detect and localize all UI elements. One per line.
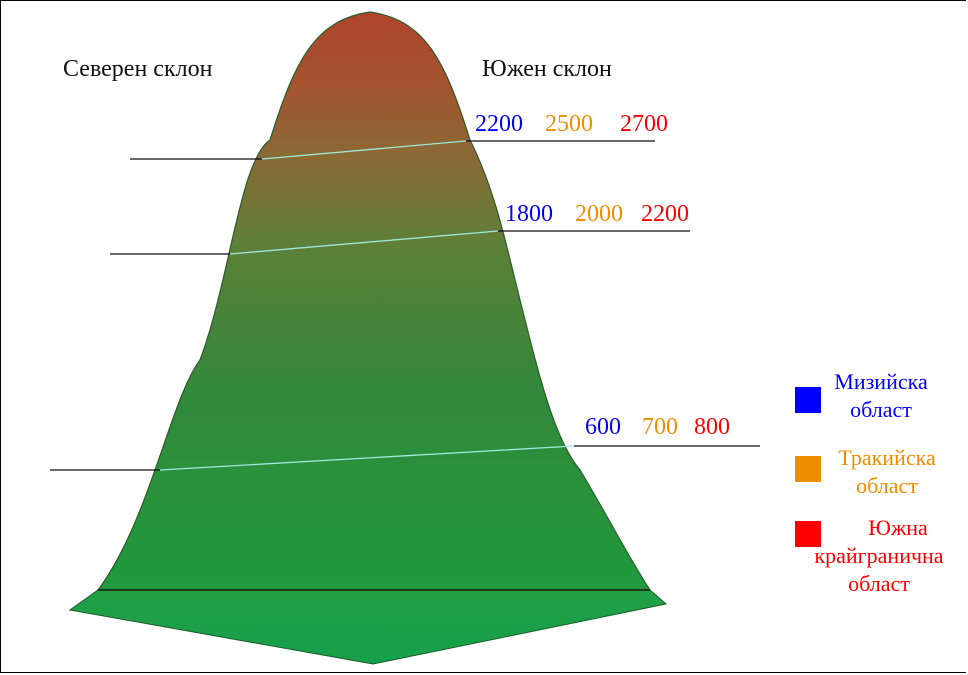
legend-swatch-mizian: [795, 387, 821, 413]
legend-mizian-line2: област: [850, 397, 912, 422]
altitude-level-1-thracian: 2500: [545, 111, 593, 137]
mountain-body: [96, 11, 652, 591]
altitude-level-3-mizian: 600: [585, 414, 621, 440]
legend-swatch-thracian: [795, 456, 821, 482]
altitude-level-1-mizian: 2200: [475, 111, 523, 137]
legend-southern-line3: област: [848, 571, 910, 596]
altitude-level-3-southern: 800: [694, 414, 730, 440]
zone-line-3-inner: [159, 445, 575, 471]
altitude-level-1-southern: 2700: [620, 111, 668, 137]
south-slope-label: Южен склон: [482, 56, 612, 82]
altitude-level-2-mizian: 1800: [505, 201, 553, 227]
legend-swatch-southern: [795, 521, 821, 547]
legend-thracian-line1: Тракийска: [838, 445, 936, 470]
legend-southern-line1: Южна: [868, 515, 928, 540]
north-slope-label: Северен склон: [63, 56, 213, 82]
legend-southern-line2: крайгранична: [814, 543, 944, 568]
mountain-base: [68, 589, 668, 665]
legend-label-thracian: Тракийска област: [826, 444, 948, 500]
legend-label-southern: Южна крайгранична област: [799, 514, 959, 598]
altitude-level-2-southern: 2200: [641, 201, 689, 227]
altitude-level-2-thracian: 2000: [575, 201, 623, 227]
zone-line-1-inner: [261, 140, 467, 160]
legend-thracian-line2: област: [856, 473, 918, 498]
legend-label-mizian: Мизийска област: [826, 368, 936, 424]
legend-mizian-line1: Мизийска: [834, 369, 928, 394]
altitude-level-3-thracian: 700: [642, 414, 678, 440]
zone-line-2-inner: [229, 230, 499, 255]
